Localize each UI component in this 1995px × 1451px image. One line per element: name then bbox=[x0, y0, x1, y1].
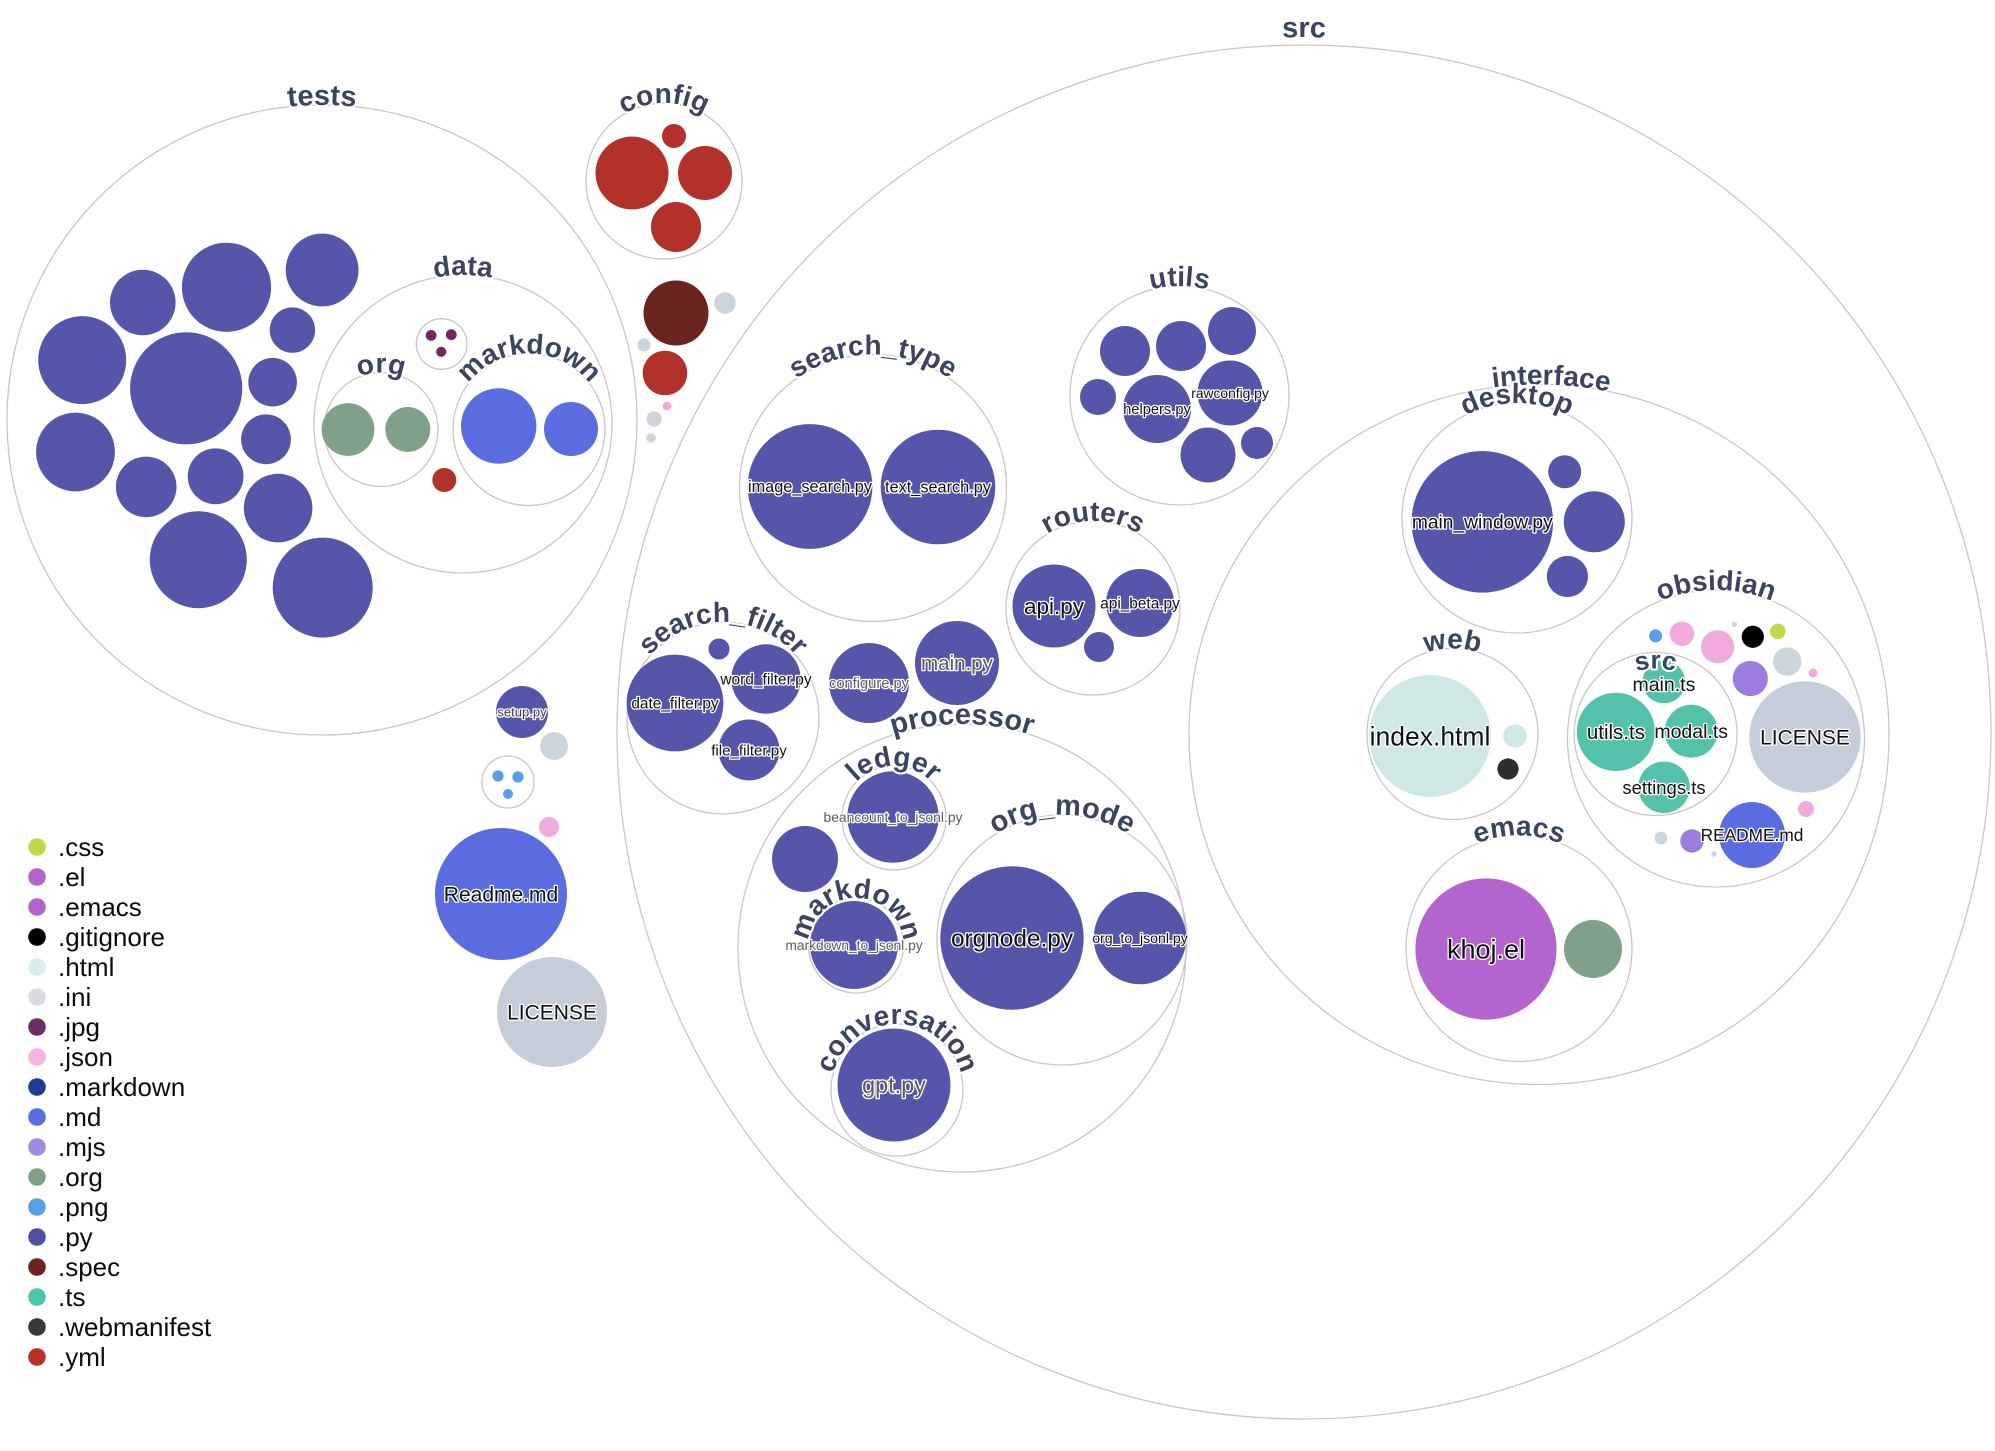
svg-text:main.ts: main.ts bbox=[1632, 674, 1695, 696]
svg-text:text_search.py: text_search.py bbox=[885, 479, 992, 497]
svg-text:api_beta.py: api_beta.py bbox=[1100, 595, 1180, 612]
svg-text:.yml: .yml bbox=[58, 1342, 106, 1372]
svg-text:search_type: search_type bbox=[783, 329, 963, 383]
svg-text:main.py: main.py bbox=[921, 652, 994, 675]
svg-text:Readme.md: Readme.md bbox=[444, 883, 558, 906]
svg-text:routers: routers bbox=[1035, 496, 1150, 539]
svg-text:emacs: emacs bbox=[1469, 810, 1570, 849]
svg-text:rawconfig.py: rawconfig.py bbox=[1191, 386, 1269, 401]
svg-text:utils.ts: utils.ts bbox=[1587, 721, 1645, 744]
svg-text:.py: .py bbox=[58, 1222, 93, 1252]
svg-text:.jpg: .jpg bbox=[58, 1012, 100, 1042]
svg-text:.el: .el bbox=[58, 862, 85, 892]
svg-text:beancount_to_jsonl.py: beancount_to_jsonl.py bbox=[823, 809, 962, 825]
svg-text:word_filter.py: word_filter.py bbox=[719, 671, 812, 688]
svg-text:gpt.py: gpt.py bbox=[862, 1072, 926, 1098]
svg-text:.md: .md bbox=[58, 1102, 101, 1132]
svg-text:src: src bbox=[1632, 645, 1680, 677]
svg-text:src: src bbox=[1282, 12, 1326, 44]
svg-text:org: org bbox=[353, 348, 409, 383]
svg-text:.markdown: .markdown bbox=[58, 1072, 185, 1102]
svg-text:data: data bbox=[431, 250, 496, 284]
svg-text:index.html: index.html bbox=[1370, 721, 1491, 751]
svg-text:image_search.py: image_search.py bbox=[748, 478, 873, 496]
svg-text:LICENSE: LICENSE bbox=[1760, 726, 1850, 749]
svg-text:.json: .json bbox=[58, 1042, 113, 1072]
svg-text:modal.ts: modal.ts bbox=[1654, 721, 1728, 743]
svg-text:date_filter.py: date_filter.py bbox=[631, 695, 719, 712]
svg-text:.webmanifest: .webmanifest bbox=[58, 1312, 212, 1342]
svg-text:.html: .html bbox=[58, 952, 114, 982]
svg-text:utils: utils bbox=[1146, 261, 1212, 295]
svg-text:README.md: README.md bbox=[1701, 825, 1804, 845]
svg-text:org_to_jsonl.py: org_to_jsonl.py bbox=[1092, 930, 1189, 946]
svg-text:configure.py: configure.py bbox=[829, 676, 910, 692]
svg-text:.ini: .ini bbox=[58, 982, 91, 1012]
svg-text:.emacs: .emacs bbox=[58, 892, 142, 922]
svg-text:helpers.py: helpers.py bbox=[1123, 402, 1191, 418]
svg-text:processor: processor bbox=[886, 699, 1038, 742]
svg-text:config: config bbox=[613, 78, 714, 119]
svg-text:LICENSE: LICENSE bbox=[507, 1001, 597, 1024]
svg-text:settings.ts: settings.ts bbox=[1622, 777, 1705, 798]
svg-text:main_window.py: main_window.py bbox=[1412, 513, 1553, 534]
svg-text:markdown_to_jsonl.py: markdown_to_jsonl.py bbox=[785, 938, 922, 953]
svg-text:.spec: .spec bbox=[58, 1252, 120, 1282]
svg-text:.gitignore: .gitignore bbox=[58, 922, 165, 952]
svg-text:khoj.el: khoj.el bbox=[1447, 935, 1525, 965]
svg-text:.css: .css bbox=[58, 832, 104, 862]
svg-text:org_mode: org_mode bbox=[984, 790, 1141, 841]
svg-text:obsidian: obsidian bbox=[1652, 565, 1781, 607]
svg-text:.org: .org bbox=[58, 1162, 103, 1192]
svg-text:.ts: .ts bbox=[58, 1282, 85, 1312]
svg-text:orgnode.py: orgnode.py bbox=[951, 926, 1074, 953]
svg-text:.mjs: .mjs bbox=[58, 1132, 106, 1162]
svg-text:api.py: api.py bbox=[1024, 594, 1085, 619]
svg-text:file_filter.py: file_filter.py bbox=[711, 742, 787, 759]
svg-text:tests: tests bbox=[286, 80, 358, 114]
svg-text:setup.py: setup.py bbox=[497, 705, 547, 720]
svg-text:.png: .png bbox=[58, 1192, 109, 1222]
svg-text:web: web bbox=[1420, 623, 1485, 658]
